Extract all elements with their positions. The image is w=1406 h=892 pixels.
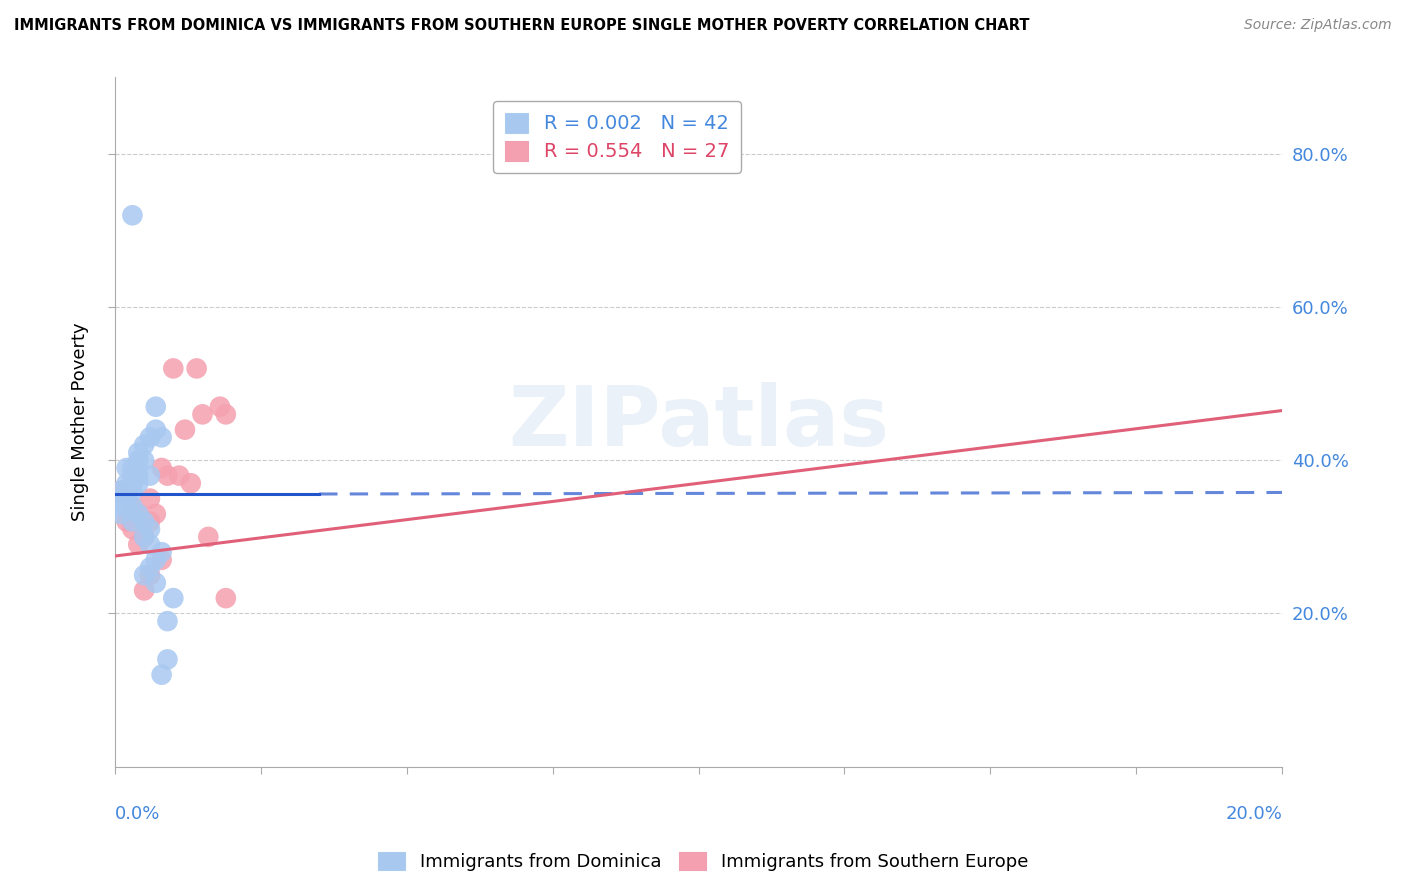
Point [115, 476, 138, 491]
Point [127, 468, 149, 483]
Point [121, 522, 143, 536]
Point [134, 583, 156, 598]
Point [139, 537, 162, 551]
Point [110, 507, 132, 521]
Point [127, 476, 149, 491]
Point [115, 491, 138, 506]
Point [127, 537, 149, 551]
Point [139, 560, 162, 574]
Legend: Immigrants from Dominica, Immigrants from Southern Europe: Immigrants from Dominica, Immigrants fro… [371, 845, 1035, 879]
Point [134, 568, 156, 582]
Point [134, 453, 156, 467]
Point [162, 591, 184, 606]
Point [150, 553, 173, 567]
Point [121, 476, 143, 491]
Point [127, 507, 149, 521]
Point [115, 461, 138, 475]
Point [115, 491, 138, 506]
Point [145, 507, 167, 521]
Point [156, 614, 179, 628]
Point [145, 553, 167, 567]
Point [127, 507, 149, 521]
Legend: R = 0.002   N = 42, R = 0.554   N = 27: R = 0.002 N = 42, R = 0.554 N = 27 [494, 101, 741, 173]
Point [215, 591, 238, 606]
Point [121, 461, 143, 475]
Point [110, 491, 132, 506]
Point [127, 445, 149, 459]
Point [197, 530, 219, 544]
Point [134, 530, 156, 544]
Point [121, 483, 143, 498]
Point [134, 530, 156, 544]
Point [139, 568, 162, 582]
Point [115, 491, 138, 506]
Text: 20.0%: 20.0% [1226, 805, 1282, 823]
Point [139, 491, 162, 506]
Point [134, 438, 156, 452]
Point [127, 453, 149, 467]
Point [145, 400, 167, 414]
Point [167, 468, 190, 483]
Point [145, 575, 167, 590]
Point [121, 515, 143, 529]
Point [150, 461, 173, 475]
Point [110, 483, 132, 498]
Text: IMMIGRANTS FROM DOMINICA VS IMMIGRANTS FROM SOUTHERN EUROPE SINGLE MOTHER POVERT: IMMIGRANTS FROM DOMINICA VS IMMIGRANTS F… [14, 18, 1029, 33]
Point [121, 500, 143, 514]
Point [162, 361, 184, 376]
Point [150, 667, 173, 681]
Point [174, 423, 197, 437]
Point [186, 361, 208, 376]
Point [139, 468, 162, 483]
Point [115, 483, 138, 498]
Point [139, 430, 162, 444]
Point [121, 208, 143, 222]
Point [191, 408, 214, 422]
Point [156, 468, 179, 483]
Text: ZIPatlas: ZIPatlas [508, 382, 889, 463]
Point [150, 430, 173, 444]
Point [150, 545, 173, 559]
Y-axis label: Single Mother Poverty: Single Mother Poverty [72, 323, 89, 521]
Point [215, 408, 238, 422]
Point [121, 468, 143, 483]
Point [110, 483, 132, 498]
Point [134, 515, 156, 529]
Point [115, 515, 138, 529]
Point [180, 476, 202, 491]
Text: Source: ZipAtlas.com: Source: ZipAtlas.com [1244, 18, 1392, 32]
Point [110, 500, 132, 514]
Point [115, 500, 138, 514]
Point [156, 652, 179, 666]
Point [145, 423, 167, 437]
Point [208, 400, 231, 414]
Text: 0.0%: 0.0% [115, 805, 160, 823]
Point [121, 500, 143, 514]
Point [139, 522, 162, 536]
Point [139, 515, 162, 529]
Point [110, 483, 132, 498]
